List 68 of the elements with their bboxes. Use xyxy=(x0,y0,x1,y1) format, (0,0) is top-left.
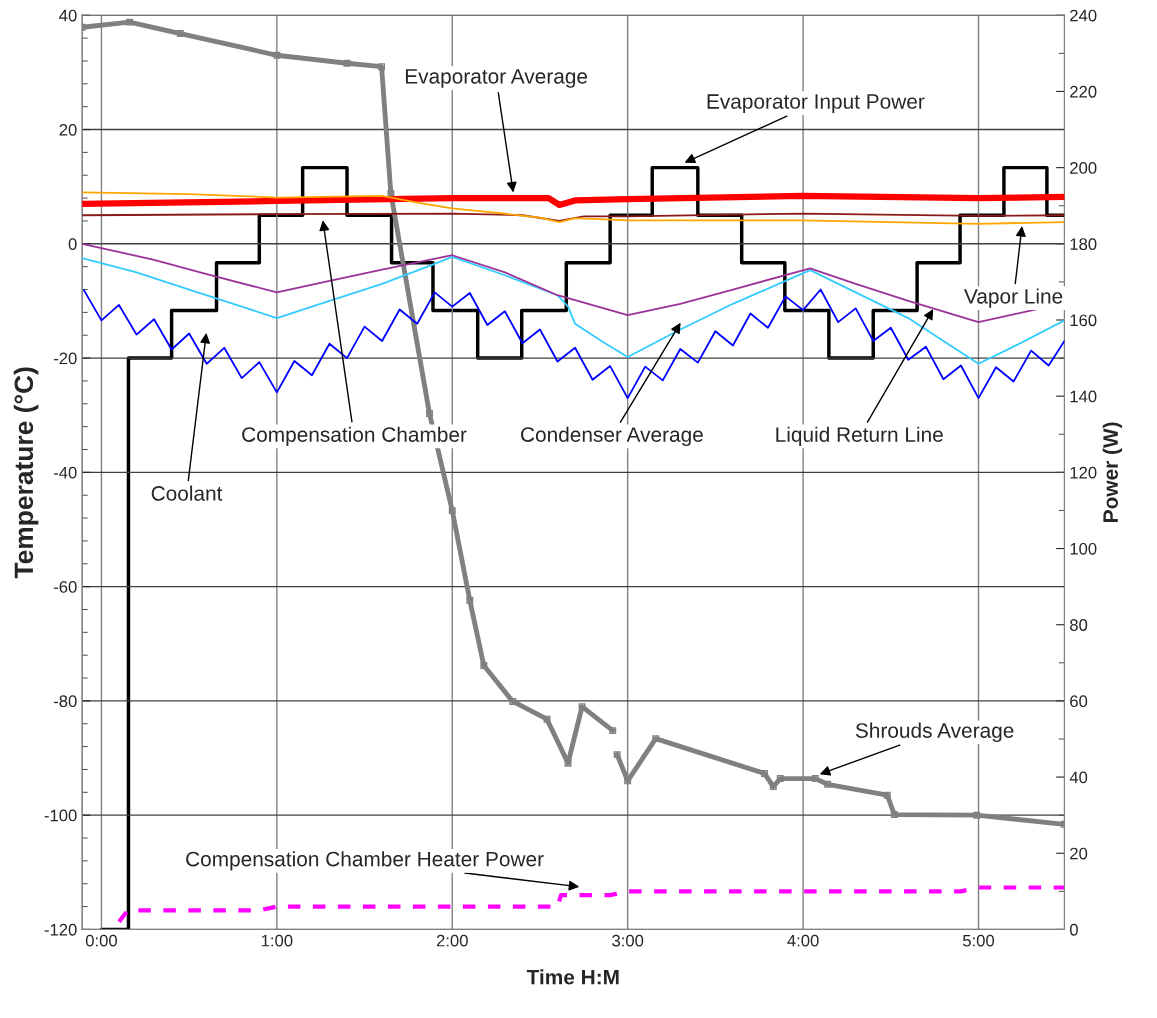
x-tick-label: 1:00 xyxy=(261,934,293,947)
y2-tick-label: 240 xyxy=(1070,9,1097,22)
text: Compensation Chamber xyxy=(242,426,467,447)
point xyxy=(509,697,517,705)
text: Coolant xyxy=(151,485,223,501)
point xyxy=(776,775,784,783)
y-tick-label: 20 xyxy=(59,123,77,136)
y2-tick-label: 120 xyxy=(1070,466,1097,479)
y2-tick-label: 160 xyxy=(1070,314,1097,327)
series-label: Compensation Chamber Heater Power xyxy=(186,851,544,871)
point xyxy=(564,759,572,767)
text: Shrouds Average xyxy=(855,722,1014,743)
point xyxy=(425,410,433,417)
point xyxy=(824,780,832,788)
point xyxy=(652,735,660,743)
y2-tick-label: 180 xyxy=(1070,238,1097,251)
y2-tick-label: 20 xyxy=(1070,847,1088,860)
y-axis-title: Temperature (°C) xyxy=(13,367,39,579)
y2-tick-label: 140 xyxy=(1070,390,1097,403)
y-tick-label: -40 xyxy=(53,466,77,479)
text: Condenser Average xyxy=(521,426,703,447)
x-tick-label: 2:00 xyxy=(436,934,468,947)
point xyxy=(811,775,819,783)
y-tick-label: -120 xyxy=(44,923,77,936)
line-series xyxy=(116,885,1065,924)
y2-axis-title: Power (W) xyxy=(1102,422,1123,522)
y2-tick-label: 100 xyxy=(1070,542,1097,555)
y-tick-label: 40 xyxy=(59,9,77,22)
point xyxy=(466,596,474,604)
x-tick-label: 4:00 xyxy=(787,934,819,947)
point xyxy=(973,811,981,819)
y2-tick-label: 200 xyxy=(1070,162,1097,174)
y-tick-label: -80 xyxy=(53,695,77,708)
y-tick-label: 0 xyxy=(68,238,77,251)
point xyxy=(343,59,351,67)
y2-tick-label: 80 xyxy=(1070,619,1088,631)
point xyxy=(578,703,586,711)
line-series xyxy=(82,288,1065,399)
line-series xyxy=(82,256,1065,365)
text: Vapor Line xyxy=(964,288,1063,308)
point xyxy=(613,751,621,759)
line-series xyxy=(82,191,1065,225)
point xyxy=(543,715,551,723)
y2-tick-label: 60 xyxy=(1070,695,1088,708)
y-tick-label: -100 xyxy=(44,809,77,822)
y2-tick-label: 40 xyxy=(1069,771,1088,784)
point xyxy=(378,63,386,71)
text: Evaporator Input Power xyxy=(707,94,925,113)
y2-tick-label: 0 xyxy=(1069,923,1078,936)
point xyxy=(883,791,891,799)
point xyxy=(609,727,617,735)
point xyxy=(126,18,133,26)
point xyxy=(480,661,488,669)
x-tick-label: 3:00 xyxy=(612,934,644,947)
text: Liquid Return Line xyxy=(776,426,943,447)
y2-tick-label: 220 xyxy=(1070,85,1097,98)
y-tick-label: -20 xyxy=(53,352,77,365)
point xyxy=(624,777,632,785)
x-axis-title: Time H:M xyxy=(526,969,619,985)
x-tick-label: 5:00 xyxy=(962,934,995,947)
line-series xyxy=(82,212,1065,222)
text: Evaporator Average xyxy=(405,69,588,88)
point xyxy=(890,811,898,819)
point xyxy=(273,51,281,59)
y-tick-label: -60 xyxy=(53,581,77,593)
point xyxy=(448,507,456,515)
point xyxy=(176,30,184,38)
x-tick-label: 0:00 xyxy=(85,934,118,947)
